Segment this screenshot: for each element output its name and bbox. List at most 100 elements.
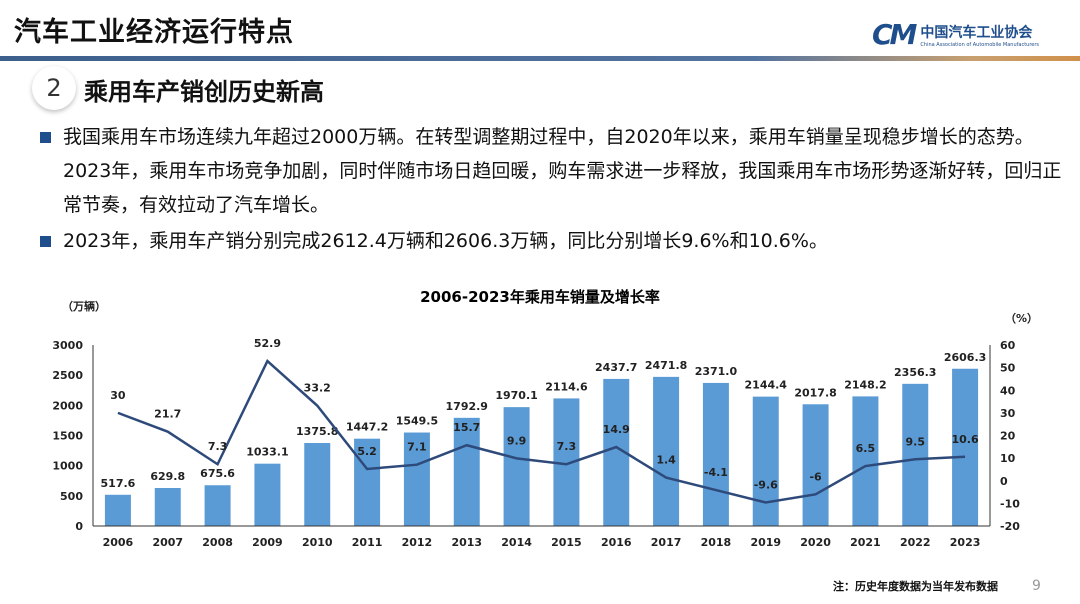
bar-value-label: 2148.2 xyxy=(844,378,886,391)
x-tick-label: 2018 xyxy=(701,536,732,549)
bullet-list: 我国乘用车市场连续九年超过2000万辆。在转型调整期过程中，自2020年以来，乘… xyxy=(40,120,1070,258)
x-tick-label: 2010 xyxy=(302,536,333,549)
growth-rate-label: 6.5 xyxy=(856,442,876,455)
bar xyxy=(104,494,131,526)
growth-rate-label: -9.6 xyxy=(754,478,778,491)
bar xyxy=(952,368,979,526)
bar xyxy=(852,396,879,526)
chart-title: 2006-2023年乘用车销量及增长率 xyxy=(420,288,660,306)
right-tick-label: -10 xyxy=(1000,497,1020,510)
bar-value-label: 517.6 xyxy=(101,477,136,490)
bar xyxy=(154,488,181,526)
right-tick-label: 10 xyxy=(1000,452,1016,465)
page-number: 9 xyxy=(1032,578,1041,594)
right-tick-label: 60 xyxy=(1000,339,1016,352)
right-tick-label: 20 xyxy=(1000,430,1016,443)
footnote: 注：历史年度数据为当年发布数据 xyxy=(833,580,998,593)
bar-value-label: 2606.3 xyxy=(944,351,986,364)
left-tick-label: 2500 xyxy=(52,369,83,382)
bar xyxy=(902,383,929,526)
right-tick-label: 40 xyxy=(1000,384,1016,397)
growth-rate-label: 30 xyxy=(110,389,126,402)
logo: CM 中国汽车工业协会 China Association of Automob… xyxy=(872,18,1039,51)
logo-cn: 中国汽车工业协会 xyxy=(920,24,1033,41)
bar xyxy=(503,407,530,526)
logo-en: China Association of Automobile Manufact… xyxy=(920,41,1040,48)
left-tick-label: 3000 xyxy=(52,339,83,352)
x-tick-label: 2011 xyxy=(352,536,383,549)
growth-rate-label: 33.2 xyxy=(304,382,331,395)
growth-rate-label: -4.1 xyxy=(704,466,728,479)
slide-title: 汽车工业经济运行特点 xyxy=(14,17,294,48)
bullet-square-icon xyxy=(40,236,51,247)
bar xyxy=(653,376,680,526)
bar xyxy=(354,438,381,526)
growth-rate-label: 1.4 xyxy=(656,454,676,467)
bar-value-label: 2144.4 xyxy=(745,379,788,392)
bar-value-label: 2356.3 xyxy=(894,366,936,379)
bar xyxy=(752,396,779,526)
x-tick-label: 2023 xyxy=(950,536,981,549)
logo-mark: CM xyxy=(872,18,917,51)
bar-value-label: 1549.5 xyxy=(396,415,438,428)
x-tick-label: 2021 xyxy=(850,536,881,549)
growth-rate-label: 7.1 xyxy=(407,441,427,454)
bar-value-label: 1792.9 xyxy=(446,400,488,413)
bar-value-label: 2471.8 xyxy=(645,359,687,372)
growth-line xyxy=(117,359,966,504)
bar-value-label: 2371.0 xyxy=(695,365,738,378)
growth-rate-label: 21.7 xyxy=(154,408,181,421)
bar xyxy=(254,463,281,526)
bar xyxy=(204,485,231,526)
bullet-item: 2023年，乘用车产销分别完成2612.4万辆和2606.3万辆，同比分别增长9… xyxy=(40,224,1070,258)
bar-value-label: 2114.6 xyxy=(545,380,588,393)
growth-rate-label: 7.3 xyxy=(208,440,228,453)
bar xyxy=(802,404,829,526)
bullet-text: 我国乘用车市场连续九年超过2000万辆。在转型调整期过程中，自2020年以来，乘… xyxy=(63,126,1062,216)
bar xyxy=(702,382,729,526)
bar xyxy=(304,442,331,526)
right-tick-label: 50 xyxy=(1000,362,1016,375)
bullet-text: 2023年，乘用车产销分别完成2612.4万辆和2606.3万辆，同比分别增长9… xyxy=(63,230,828,252)
bar-value-label: 1970.1 xyxy=(495,389,537,402)
bar-value-label: 2017.8 xyxy=(794,386,836,399)
right-tick-label: 30 xyxy=(1000,407,1016,420)
x-tick-label: 2007 xyxy=(152,536,183,549)
growth-rate-label: 15.7 xyxy=(453,421,480,434)
x-tick-label: 2022 xyxy=(900,536,931,549)
bar-value-label: 675.6 xyxy=(200,467,235,480)
left-tick-label: 500 xyxy=(60,490,83,503)
section-title: 乘用车产销创历史新高 xyxy=(84,78,324,106)
x-tick-label: 2016 xyxy=(601,536,632,549)
left-tick-label: 2000 xyxy=(52,399,83,412)
bullet-item: 我国乘用车市场连续九年超过2000万辆。在转型调整期过程中，自2020年以来，乘… xyxy=(40,120,1070,222)
growth-rate-label: 5.2 xyxy=(357,445,377,458)
x-tick-label: 2006 xyxy=(103,536,134,549)
bar xyxy=(453,417,480,526)
right-tick-label: 0 xyxy=(1000,475,1008,488)
bar-value-label: 1033.1 xyxy=(246,446,288,459)
bar-value-label: 629.8 xyxy=(150,470,185,483)
left-axis-unit: （万辆） xyxy=(62,299,106,313)
bar-value-label: 1447.2 xyxy=(346,421,388,434)
section-number: 2 xyxy=(32,66,76,110)
x-tick-label: 2013 xyxy=(451,536,482,549)
x-tick-label: 2008 xyxy=(202,536,233,549)
x-tick-label: 2017 xyxy=(651,536,682,549)
growth-rate-label: 7.3 xyxy=(557,440,577,453)
bullet-square-icon xyxy=(40,132,51,143)
growth-rate-label: 14.9 xyxy=(603,423,630,436)
x-tick-label: 2019 xyxy=(750,536,781,549)
x-tick-label: 2009 xyxy=(252,536,283,549)
bar-value-label: 1375.8 xyxy=(296,425,338,438)
bar-value-label: 2437.7 xyxy=(595,361,637,374)
right-axis-unit: （%） xyxy=(1005,312,1038,325)
header-divider xyxy=(0,56,1080,61)
x-tick-label: 2015 xyxy=(551,536,582,549)
growth-rate-label: 10.6 xyxy=(952,433,979,446)
x-tick-label: 2014 xyxy=(501,536,532,549)
x-tick-label: 2012 xyxy=(402,536,433,549)
growth-rate-label: 9.5 xyxy=(906,435,926,448)
left-tick-label: 1500 xyxy=(52,430,83,443)
bar xyxy=(403,432,430,526)
